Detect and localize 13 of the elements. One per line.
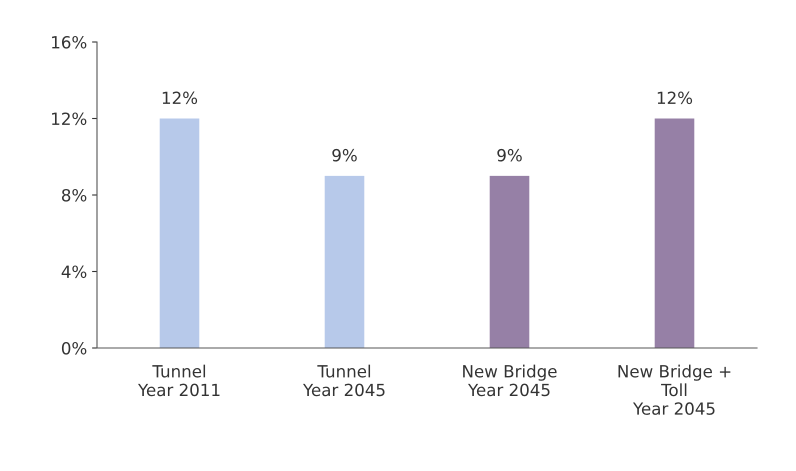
y-tick-label: 16% <box>52 36 86 49</box>
x-tick-label: Tunnel Year 2011 <box>138 364 220 396</box>
data-label: 12% <box>658 92 692 104</box>
data-label: 12% <box>162 92 198 104</box>
y-tick-label: 4% <box>62 265 86 278</box>
y-tick-label: 8% <box>62 188 86 202</box>
x-tick-label: New Bridge + Toll Year 2045 <box>618 364 730 415</box>
data-label: 9% <box>497 148 522 162</box>
y-tick-label: 12% <box>52 112 86 126</box>
data-label: 9% <box>332 148 357 162</box>
x-tick-label: Tunnel Year 2045 <box>302 364 385 396</box>
x-tick-label: New Bridge Year 2045 <box>463 364 557 396</box>
y-tick-label: 0% <box>62 342 86 355</box>
